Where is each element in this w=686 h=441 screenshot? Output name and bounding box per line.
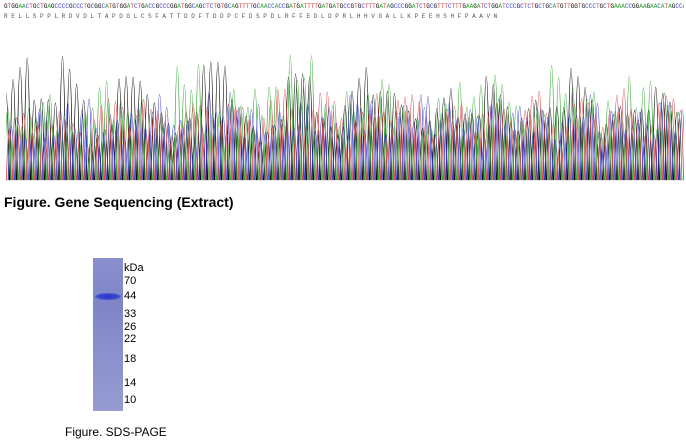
sds-page-caption: Figure. SDS-PAGE (65, 425, 167, 439)
ladder-label-14: 14 (124, 377, 137, 389)
ladder-label-22: 22 (124, 333, 137, 345)
ladder-unit-label: kDa (124, 262, 144, 274)
ladder-labels: kDa 70 44 33 26 22 18 14 10 (124, 262, 154, 412)
ladder-label-26: 26 (124, 321, 137, 333)
ladder-label-44: 44 (124, 290, 137, 302)
gel-lane (93, 258, 123, 411)
ladder-label-18: 18 (124, 353, 137, 365)
dna-sequence-text: GTGGAACTGCTGAGCCCCGCCCTGCGGCATGTGGATCTGA… (4, 3, 684, 10)
amino-acid-sequence-text: R E L L S P P L R D V D L T A P D G L C … (4, 13, 498, 20)
sds-page-gel-image (93, 258, 123, 411)
sequencing-chromatogram (6, 55, 684, 181)
protein-band (95, 293, 121, 300)
chromatogram-trace-3 (7, 91, 684, 181)
ladder-label-33: 33 (124, 308, 137, 320)
ladder-label-10: 10 (124, 394, 137, 406)
ladder-label-70: 70 (124, 275, 137, 287)
gene-sequencing-caption: Figure. Gene Sequencing (Extract) (4, 194, 234, 210)
